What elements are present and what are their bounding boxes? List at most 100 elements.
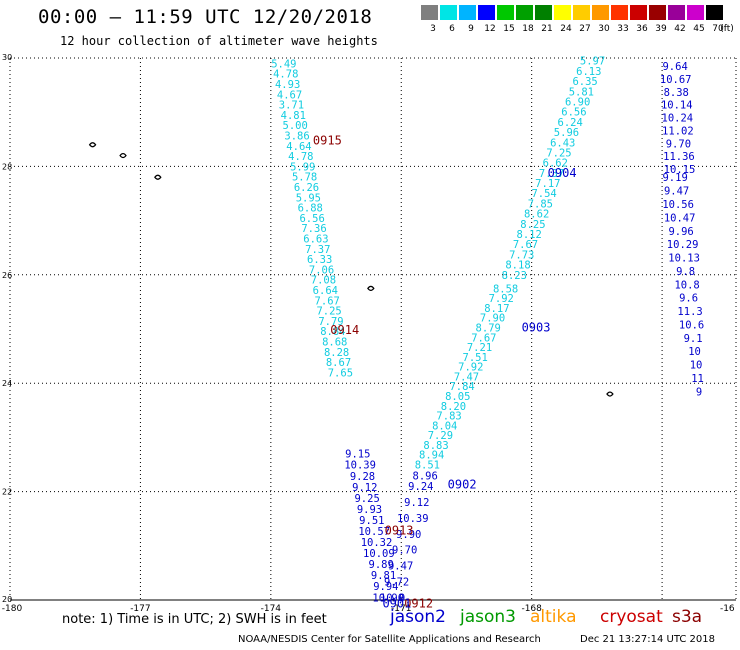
swh-value-0915: 7.67 (315, 295, 340, 307)
swh-value-0914: 10.57 (358, 526, 390, 538)
swh-value-0913: 9.47 (388, 561, 413, 573)
satellite-altika: altika (530, 607, 577, 627)
swh-value-0915: 5.49 (271, 58, 296, 70)
swh-value-0915: 3.71 (279, 100, 304, 112)
pass-time-label: 0912 (404, 597, 433, 611)
swh-value-0915: 6.88 (298, 203, 323, 215)
swh-value-0904: 8.62 (524, 209, 549, 221)
swh-value-0915: 7.08 (311, 275, 336, 287)
swh-value-0915: 6.33 (307, 254, 332, 266)
longitude-label: -174 (261, 604, 282, 614)
swh-value-0915: 7.65 (328, 367, 353, 379)
swh-value-0904: 7.17 (535, 178, 560, 190)
latitude-label: 30 (2, 53, 12, 62)
map-frame (9, 57, 737, 601)
island-outline (367, 285, 375, 291)
swh-value-east: 10.15 (664, 164, 696, 176)
longitude-label: -171 (391, 604, 411, 614)
swh-value-east: 11.36 (663, 151, 695, 163)
swh-value-0903: 7.21 (467, 342, 492, 354)
swh-value-0902: 8.96 (413, 470, 438, 482)
swh-value-0915: 8.67 (326, 357, 351, 369)
swh-value-0903: 7.67 (471, 332, 496, 344)
swh-value-0904: 5.97 (580, 56, 605, 68)
swh-value-0903: 7.47 (454, 371, 479, 383)
legend-swatch (687, 5, 704, 20)
pass-time-labels: 0915 0914 0913 0912 0904 0903 0902 0901 (313, 133, 577, 610)
swh-value-0904: 7.73 (509, 249, 534, 261)
swh-value-0915: 4.64 (286, 141, 311, 153)
pass-time-label: 0914 (330, 323, 359, 337)
latitude-label: 24 (2, 379, 12, 388)
swh-value-east: 9.64 (662, 61, 687, 73)
legend-swatch (459, 5, 476, 20)
satellite-s3a: s3a (672, 607, 703, 627)
swh-value-0914: 9.28 (350, 471, 375, 483)
swh-value-0915: 5.78 (292, 172, 317, 184)
longitude-label: -177 (130, 604, 150, 614)
swh-value-0903: 8.51 (415, 460, 440, 472)
swh-value-0914: 9.89 (369, 559, 394, 571)
legend-label: 70 (712, 24, 724, 34)
legend-label: 15 (503, 24, 515, 34)
latitude-label: 26 (2, 271, 12, 280)
swh-value-0903: 7.29 (428, 430, 453, 442)
pass-time-label: 0913 (385, 524, 414, 538)
swh-value-east: 10.47 (664, 212, 696, 224)
swh-value-0915: 6.63 (303, 233, 328, 245)
satellite-cryosat: cryosat (600, 607, 663, 627)
legend-label: 30 (598, 24, 610, 34)
wave-height-tracks: 5.494.784.934.673.714.815.003.864.644.78… (271, 56, 704, 605)
satellite-jason3: jason3 (460, 607, 516, 627)
swh-value-0915: 4.81 (281, 110, 306, 122)
legend-label: 21 (541, 24, 553, 34)
axis-labels: -180 -177 -174 -171 -168 -16 30 28 26 24 22 20 (2, 53, 735, 614)
legend-swatch (516, 5, 533, 20)
legend-label: 6 (449, 24, 455, 34)
swh-value-0904: 6.56 (561, 107, 586, 119)
legend-unit: (ft) (720, 24, 734, 34)
swh-value-0904: 7.54 (531, 188, 556, 200)
legend-swatch (535, 5, 552, 20)
legend-swatch (573, 5, 590, 20)
swh-value-east: 10 (688, 346, 701, 358)
pass-time-label: 0915 (313, 133, 342, 147)
swh-value-east: 11.3 (677, 306, 702, 318)
map-grid (10, 58, 736, 600)
swh-value-east: 11 (691, 373, 704, 385)
swh-value-0904: 8.12 (517, 229, 542, 241)
swh-value-0904: 7.67 (513, 239, 538, 251)
swh-value-0904: 6.62 (543, 158, 568, 170)
swh-value-0903: 8.05 (445, 391, 470, 403)
island-outline (154, 174, 162, 180)
swh-value-0903: 7.83 (436, 411, 461, 423)
latitude-label: 22 (2, 488, 12, 497)
swh-value-0915: 7.37 (305, 244, 330, 256)
swh-value-0913: 10.0 (380, 592, 405, 604)
island-outline (119, 152, 127, 159)
swh-value-0903: 8.20 (441, 401, 466, 413)
legend-swatch (649, 5, 666, 20)
legend-label: 45 (693, 24, 705, 34)
swh-value-0913: 9.90 (396, 529, 421, 541)
swh-value-0914: 9.93 (357, 504, 382, 516)
swh-value-0914: 9.81 (371, 570, 396, 582)
swh-value-0903: 8.04 (432, 420, 457, 432)
legend-label: 27 (579, 24, 591, 34)
swh-value-0914: 10.39 (344, 460, 376, 472)
swh-value-east: 10.14 (661, 100, 693, 112)
longitude-label: -180 (2, 604, 23, 614)
swh-value-east: 10 (690, 360, 703, 372)
swh-value-0903: 7.51 (463, 352, 488, 364)
swh-value-0915: 7.79 (318, 316, 343, 328)
legend-swatch (478, 5, 495, 20)
legend-label: 42 (674, 24, 686, 34)
latitude-label: 20 (2, 595, 12, 604)
legend-swatch (554, 5, 571, 20)
longitude-label: -168 (521, 604, 542, 614)
swh-value-east: 9.96 (668, 226, 693, 238)
swh-value-0904: 7.85 (528, 198, 553, 210)
swh-value-0915: 6.26 (294, 182, 319, 194)
legend-label: 12 (484, 24, 496, 34)
